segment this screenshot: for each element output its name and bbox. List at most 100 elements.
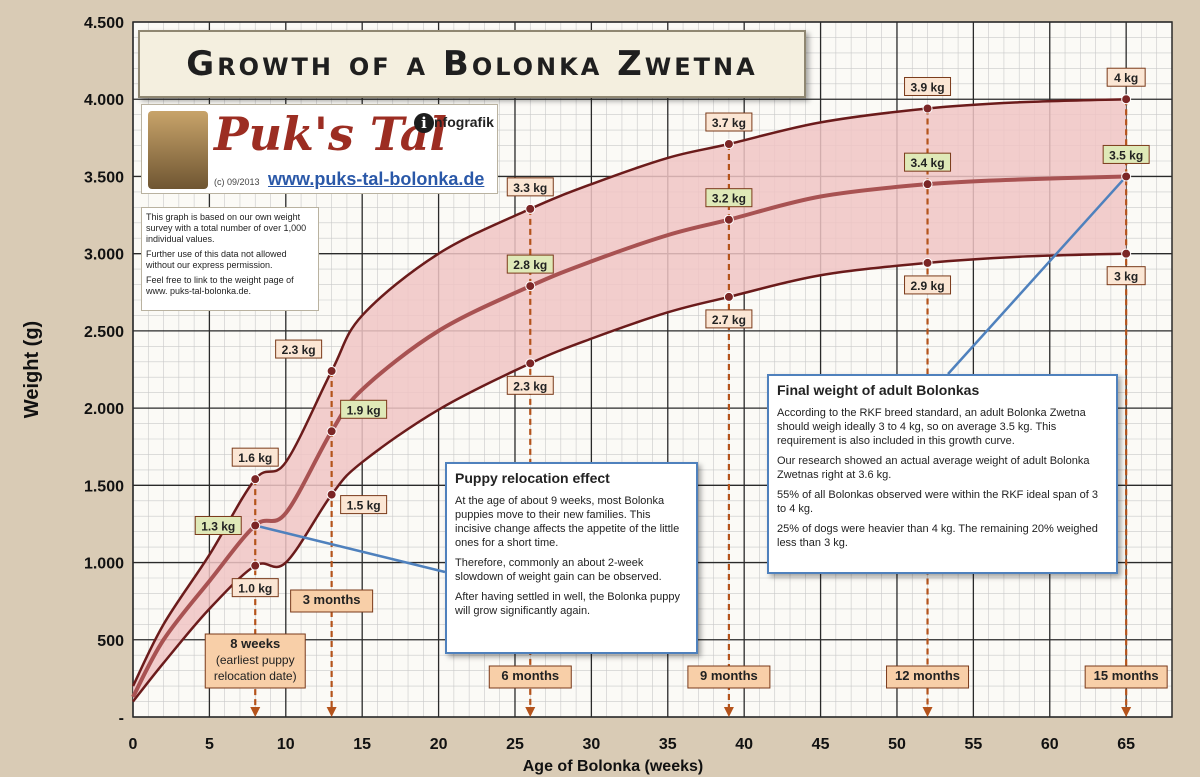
point-labels: 1.6 kg 1.3 kg 1.0 kg 2.3 kg 1.9 kg 1.5 kg 3.3 … <box>194 67 1150 598</box>
average-value-box <box>340 399 388 419</box>
x-tick-label: 60 <box>1041 736 1059 753</box>
average-value-box <box>705 188 753 208</box>
data-point <box>1121 171 1132 182</box>
point-value-label: 3 kg <box>1114 270 1138 284</box>
x-tick-label: 50 <box>888 736 906 753</box>
bound-value-box <box>231 578 279 598</box>
logo-infografik: nfografik <box>434 114 494 130</box>
point-value-label: 4 kg <box>1114 71 1138 85</box>
y-tick-label: 4.000 <box>84 92 124 109</box>
age-marker-label: 12 months <box>895 668 960 683</box>
x-tick-label: 65 <box>1117 736 1135 753</box>
average-value-box <box>1102 144 1150 164</box>
data-point <box>723 139 734 150</box>
x-tick-label: 5 <box>205 736 214 753</box>
age-marker-box <box>886 665 970 689</box>
age-marker-label: (earliest puppy <box>216 653 295 667</box>
callout-paragraph: 55% of all Bolonkas observed were within… <box>777 489 1099 515</box>
logo-url[interactable]: www.puks-tal-bolonka.de <box>268 169 485 189</box>
x-tick-label: 0 <box>129 736 138 753</box>
note-line: Further use of this data not allowed wit… <box>146 249 287 270</box>
point-value-label: 1.9 kg <box>347 403 381 417</box>
average-weight-line <box>131 174 1127 698</box>
y-tick-label: 500 <box>97 633 124 650</box>
age-marker-box <box>204 633 306 689</box>
age-marker-arrow <box>922 707 933 717</box>
bound-value-box <box>705 112 753 132</box>
bound-value-box <box>506 177 554 197</box>
data-point <box>1121 94 1132 105</box>
age-marker-arrow <box>723 707 734 717</box>
point-value-label: 3.4 kg <box>911 156 945 170</box>
title-banner: Growth of a Bolonka Zwetna <box>138 30 806 98</box>
age-marker-box <box>488 665 572 689</box>
average-value-box <box>506 254 554 274</box>
callout-paragraph: According to the RKF breed standard, an … <box>777 407 1086 447</box>
weight-band <box>133 99 1127 702</box>
point-value-label: 2.8 kg <box>513 258 547 272</box>
data-point <box>525 281 536 292</box>
adult-weight-callout: Final weight of adult Bolonkas According… <box>767 374 1118 574</box>
axes: 0 5 10 15 20 25 30 35 40 45 50 55 60 65 - 500 1.000 1.500… <box>21 15 1135 775</box>
bound-value-box <box>506 375 554 395</box>
callout-heading: Final weight of adult Bolonkas <box>777 382 980 398</box>
bound-value-box <box>340 495 388 515</box>
point-value-label: 1.5 kg <box>347 499 381 513</box>
y-tick-label: 3.000 <box>84 247 124 264</box>
bound-value-box <box>904 275 952 295</box>
age-marker-arrow <box>326 707 337 717</box>
note-line: Feel free to link to the weight page of … <box>146 275 294 296</box>
note-line: This graph is based on our own weight su… <box>146 212 307 244</box>
relocation-pointer <box>254 524 446 574</box>
relocation-callout: Puppy relocation effect At the age of ab… <box>445 462 698 654</box>
data-point <box>250 474 261 485</box>
bound-value-box <box>1106 266 1146 286</box>
average-value-box <box>904 152 952 172</box>
average-value-box <box>194 515 242 535</box>
x-tick-label: 15 <box>353 736 371 753</box>
logo-name: Puk's Tal <box>214 107 448 161</box>
y-tick-label: 1.000 <box>84 556 124 573</box>
data-point <box>723 214 734 225</box>
callout-paragraph: Therefore, commonly an about 2-week slow… <box>455 557 662 583</box>
callout-pointers <box>254 175 1128 574</box>
data-point <box>326 426 337 437</box>
logo: Puk's Tal i nfografik (c) 09/2013 www.pu… <box>141 104 498 194</box>
point-value-label: 3.3 kg <box>513 181 547 195</box>
y-axis-label: Weight (g) <box>21 321 43 418</box>
data-point <box>922 179 933 190</box>
point-value-label: 3.5 kg <box>1109 148 1143 162</box>
age-marker-arrow <box>250 707 261 717</box>
callout-paragraph: 25% of dogs were heavier than 4 kg. The … <box>777 523 1098 549</box>
data-point <box>250 520 261 531</box>
data-point <box>1121 248 1132 259</box>
callout-paragraph: At the age of about 9 weeks, most Bolonk… <box>455 495 680 549</box>
age-marker-box <box>687 665 771 689</box>
x-axis-label: Age of Bolonka (weeks) <box>523 758 703 775</box>
data-point <box>922 103 933 114</box>
callout-paragraph: Our research showed an actual average we… <box>777 455 1090 481</box>
age-marker-arrow <box>1121 707 1132 717</box>
series-lines <box>131 97 1127 703</box>
data-point <box>922 257 933 268</box>
age-marker-arrow <box>525 707 536 717</box>
survey-note: This graph is based on our own weight su… <box>141 207 319 311</box>
data-point <box>250 560 261 571</box>
chart-title: Growth of a Bolonka Zwetna <box>186 44 758 84</box>
point-value-label: 2.3 kg <box>282 343 316 357</box>
point-value-label: 1.6 kg <box>238 451 272 465</box>
point-value-label: 1.0 kg <box>238 582 272 596</box>
age-marker-label: relocation date) <box>214 669 297 683</box>
x-tick-label: 20 <box>430 736 448 753</box>
logo-copyright: (c) 09/2013 <box>214 177 260 187</box>
data-point <box>326 489 337 500</box>
age-marker-box <box>290 589 374 613</box>
bound-value-box <box>231 447 279 467</box>
point-value-label: 2.9 kg <box>911 279 945 293</box>
point-value-label: 2.3 kg <box>513 379 547 393</box>
age-marker-label: 8 weeks <box>230 636 280 651</box>
weight-range-band <box>133 99 1127 702</box>
gnome-illustration-icon <box>148 111 208 189</box>
adult-pointer <box>947 175 1128 375</box>
